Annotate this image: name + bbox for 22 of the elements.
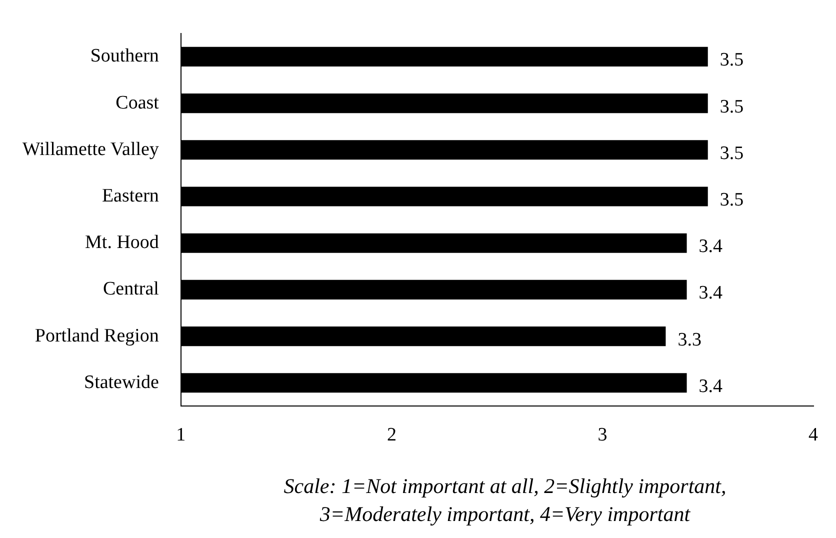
data-label: 3.4	[698, 282, 724, 304]
y-tick-label: Eastern	[102, 185, 160, 206]
x-tick-label: 4	[808, 424, 818, 446]
y-tick-label: Coast	[116, 92, 160, 114]
y-tick-label: Willamette Valley	[22, 138, 160, 160]
data-label: 3.5	[720, 189, 744, 210]
y-tick-label: Mt. Hood	[85, 232, 160, 254]
y-tick-label: Central	[102, 278, 159, 300]
data-label: 3.5	[720, 96, 744, 118]
y-tick-label: Southern	[90, 46, 160, 67]
text: Scale: 1=Not important at all, 2=Slightly important,	[282, 473, 728, 500]
x-tick-label: 3	[598, 424, 608, 446]
data-label: 3.3	[678, 329, 702, 350]
data-label: 3.5	[720, 142, 744, 164]
x-tick-label: 2	[386, 424, 396, 446]
y-tick-label: Statewide	[84, 372, 159, 393]
y-tick-label: Portland Region	[34, 325, 160, 346]
x-tick-label: 1	[176, 424, 186, 446]
text: 3=Moderately important, 4=Very important	[318, 501, 692, 528]
data-label: 3.4	[698, 376, 724, 397]
data-label: 3.4	[698, 236, 724, 258]
data-label: 3.5	[720, 50, 744, 71]
